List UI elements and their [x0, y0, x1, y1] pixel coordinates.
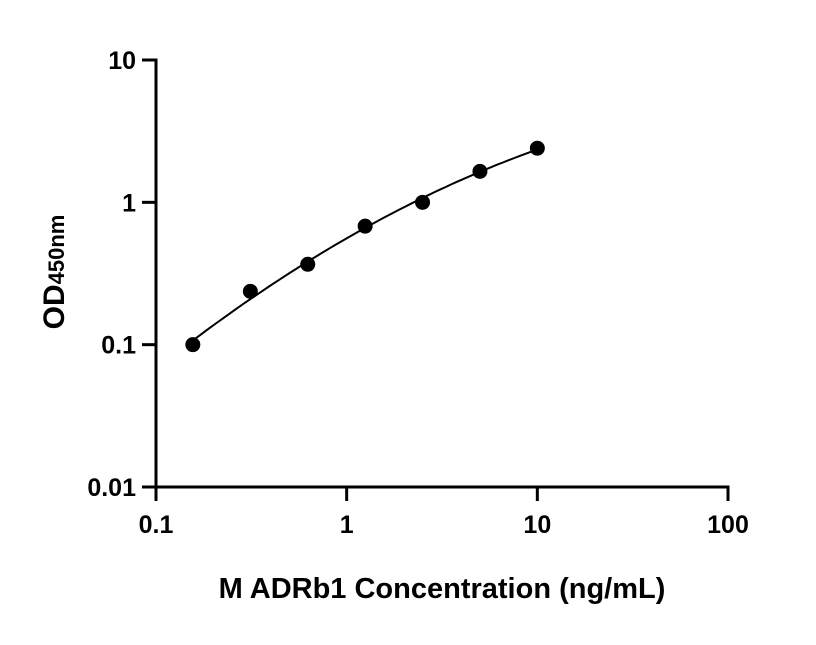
- data-point: [300, 256, 316, 272]
- data-point: [415, 194, 431, 210]
- data-point: [242, 283, 258, 299]
- y-axis-label-sub: 450nm: [44, 215, 69, 285]
- y-axis-label: OD450nm: [38, 215, 71, 330]
- y-tick-label: 0.1: [101, 332, 136, 360]
- x-tick-label: 10: [523, 511, 551, 539]
- y-tick-label: 0.01: [87, 474, 136, 502]
- y-tick-label: 10: [108, 47, 136, 75]
- x-tick-label: 0.1: [139, 511, 174, 539]
- x-tick-label: 100: [707, 511, 749, 539]
- fit-curve-group: [192, 148, 538, 342]
- data-points: [185, 140, 545, 353]
- data-point: [529, 140, 545, 156]
- data-point: [472, 163, 488, 179]
- x-axis-label: M ADRb1 Concentration (ng/mL): [219, 573, 666, 605]
- data-point: [185, 337, 201, 353]
- y-tick-label: 1: [122, 189, 136, 217]
- fit-curve: [192, 148, 538, 342]
- data-point: [357, 218, 373, 234]
- x-tick-label: 1: [340, 511, 354, 539]
- y-axis-label-main: OD: [38, 284, 71, 329]
